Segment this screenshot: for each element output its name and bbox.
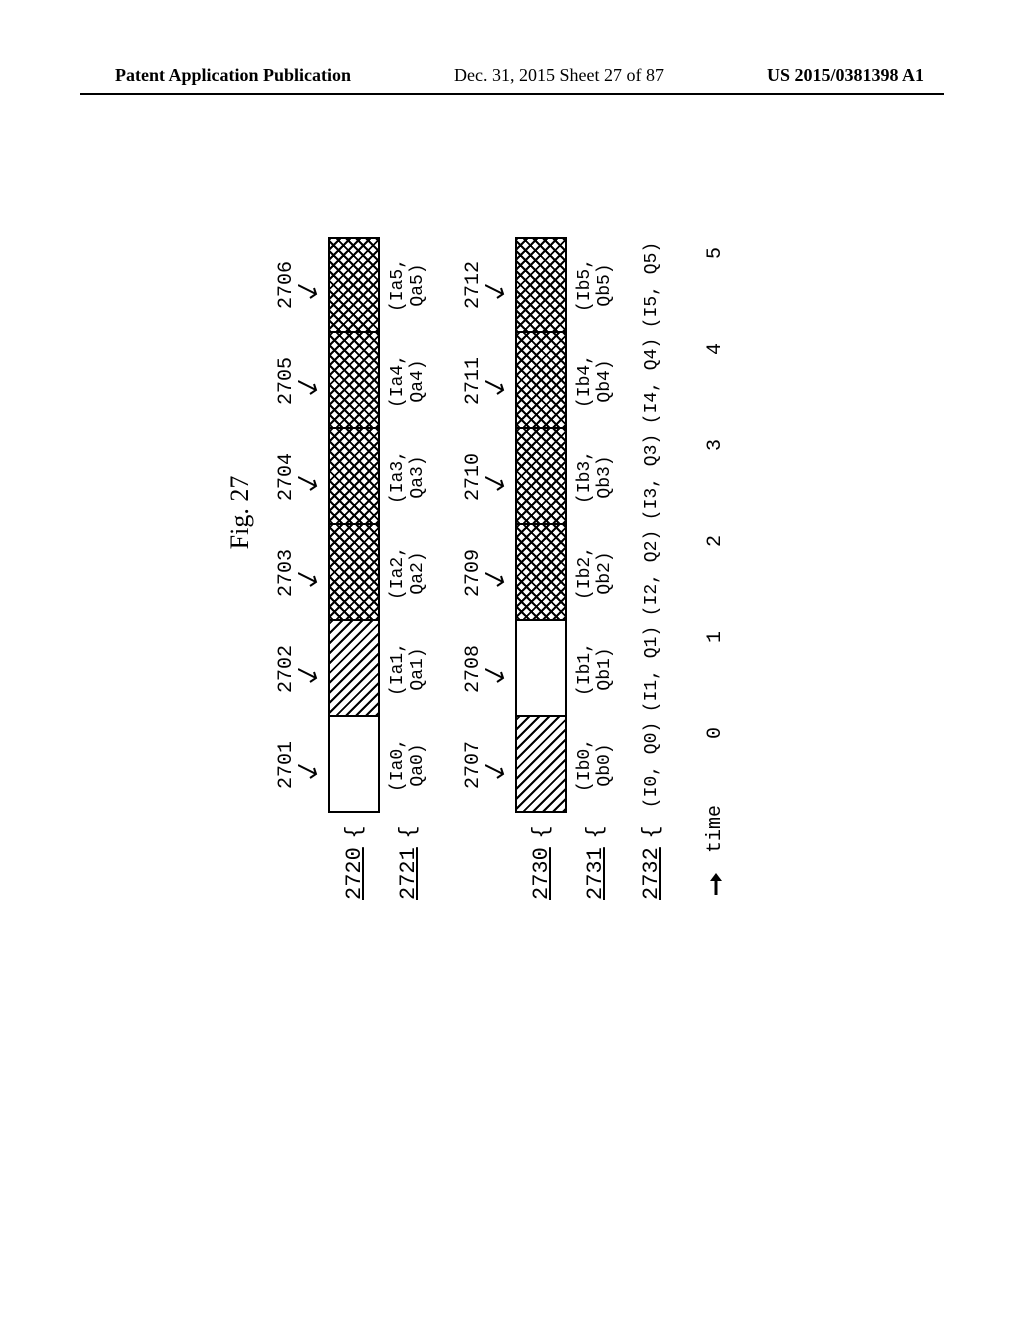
box-2702: [328, 621, 380, 717]
label-row-b: (Ib0, Qb0) (Ib1, Qb1) (Ib2, Qb2) (Ib3, Q…: [575, 237, 615, 813]
label-i4: (I4, Q4): [642, 333, 662, 429]
row-label-2721: 2721: [396, 845, 421, 900]
header-sheet: Dec. 31, 2015 Sheet 27 of 87: [454, 65, 664, 86]
figure-27: Fig. 27 2701 2702 2703 2704 2705 2706 27…: [225, 180, 727, 900]
label-ia4: (Ia4, Qa4): [388, 333, 428, 429]
box-2706: [328, 237, 380, 333]
brace-icon: {: [639, 819, 664, 845]
label-i0: (I0, Q0): [642, 717, 662, 813]
label-ib3: (Ib3, Qb3): [575, 429, 615, 525]
leader-icon: [485, 654, 505, 684]
leader-icon: [298, 654, 318, 684]
label-i2: (I2, Q2): [642, 525, 662, 621]
ref-2712: 2712: [462, 237, 505, 333]
time-2: 2: [704, 493, 727, 589]
label-i5: (I5, Q5): [642, 237, 662, 333]
page-header: Patent Application Publication Dec. 31, …: [0, 65, 1024, 86]
ref-2706: 2706: [275, 237, 318, 333]
time-axis: time 0 1 2 3 4 5: [704, 180, 727, 900]
time-label: time: [704, 805, 727, 853]
ref-2703: 2703: [275, 525, 318, 621]
box-2711: [515, 333, 567, 429]
label-ia3: (Ia3, Qa3): [388, 429, 428, 525]
label-ia2: (Ia2, Qa2): [388, 525, 428, 621]
arrow-right-icon: [706, 873, 726, 895]
box-2704: [328, 429, 380, 525]
time-5: 5: [704, 205, 727, 301]
ref-2708: 2708: [462, 621, 505, 717]
label-ib5: (Ib5, Qb5): [575, 237, 615, 333]
header-id: US 2015/0381398 A1: [767, 65, 924, 86]
box-row-a: [328, 237, 380, 813]
ref-row-b: 2707 2708 2709 2710 2711 2712: [462, 237, 505, 813]
ref-2707: 2707: [462, 717, 505, 813]
box-2705: [328, 333, 380, 429]
label-row-c-wrapper: 2732 { (I0, Q0) (I1, Q1) (I2, Q2) (I3, Q…: [639, 180, 664, 900]
time-0: 0: [704, 685, 727, 781]
label-ia5: (Ia5, Qa5): [388, 237, 428, 333]
label-ib4: (Ib4, Qb4): [575, 333, 615, 429]
ref-2711: 2711: [462, 333, 505, 429]
box-row-b: [515, 237, 567, 813]
leader-icon: [298, 366, 318, 396]
time-3: 3: [704, 397, 727, 493]
label-ia1: (Ia1, Qa1): [388, 621, 428, 717]
leader-icon: [298, 750, 318, 780]
ref-row-a: 2701 2702 2703 2704 2705 2706: [275, 237, 318, 813]
box-2710: [515, 429, 567, 525]
label-row-a: (Ia0, Qa0) (Ia1, Qa1) (Ia2, Qa2) (Ia3, Q…: [388, 237, 428, 813]
figure-title: Fig. 27: [225, 180, 255, 845]
leader-icon: [485, 558, 505, 588]
ref-2710: 2710: [462, 429, 505, 525]
label-i3: (I3, Q3): [642, 429, 662, 525]
row-label-2731: 2731: [583, 845, 608, 900]
leader-icon: [485, 750, 505, 780]
leader-icon: [298, 558, 318, 588]
row-label-2732: 2732: [639, 845, 664, 900]
box-row-a-wrapper: 2720 {: [328, 180, 380, 900]
box-2703: [328, 525, 380, 621]
brace-icon: {: [529, 819, 554, 845]
row-label-2730: 2730: [529, 845, 554, 900]
label-i1: (I1, Q1): [642, 621, 662, 717]
box-2708: [515, 621, 567, 717]
label-row-a-wrapper: 2721 { (Ia0, Qa0) (Ia1, Qa1) (Ia2, Qa2) …: [388, 180, 428, 900]
box-2712: [515, 237, 567, 333]
leader-icon: [485, 270, 505, 300]
row-label-2720: 2720: [342, 845, 367, 900]
leader-icon: [485, 366, 505, 396]
ref-row-a-wrapper: 2701 2702 2703 2704 2705 2706: [275, 180, 322, 900]
box-2707: [515, 717, 567, 813]
ref-2705: 2705: [275, 333, 318, 429]
spacer: [434, 180, 462, 900]
time-values: 0 1 2 3 4 5: [704, 205, 727, 781]
brace-icon: {: [342, 819, 367, 845]
ref-2709: 2709: [462, 525, 505, 621]
label-row-c: (I0, Q0) (I1, Q1) (I2, Q2) (I3, Q3) (I4,…: [642, 237, 662, 813]
label-ib1: (Ib1, Qb1): [575, 621, 615, 717]
label-ib2: (Ib2, Qb2): [575, 525, 615, 621]
label-ia0: (Ia0, Qa0): [388, 717, 428, 813]
header-rule: [80, 93, 944, 95]
brace-icon: {: [396, 819, 421, 845]
ref-2701: 2701: [275, 717, 318, 813]
box-2701: [328, 717, 380, 813]
brace-icon: {: [583, 819, 608, 845]
label-ib0: (Ib0, Qb0): [575, 717, 615, 813]
header-pub: Patent Application Publication: [115, 65, 351, 86]
ref-2702: 2702: [275, 621, 318, 717]
leader-icon: [298, 270, 318, 300]
time-1: 1: [704, 589, 727, 685]
time-4: 4: [704, 301, 727, 397]
box-row-b-wrapper: 2730 {: [515, 180, 567, 900]
leader-icon: [485, 462, 505, 492]
ref-2704: 2704: [275, 429, 318, 525]
ref-row-b-wrapper: 2707 2708 2709 2710 2711 2712: [462, 180, 509, 900]
label-row-b-wrapper: 2731 { (Ib0, Qb0) (Ib1, Qb1) (Ib2, Qb2) …: [575, 180, 615, 900]
box-2709: [515, 525, 567, 621]
leader-icon: [298, 462, 318, 492]
